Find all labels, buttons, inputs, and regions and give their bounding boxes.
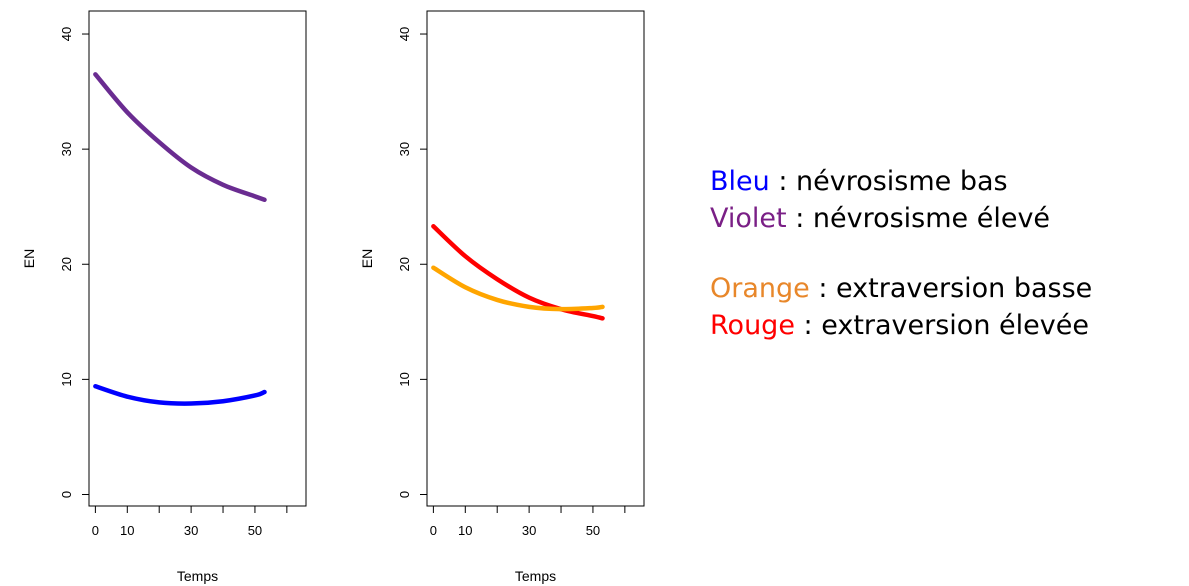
legend-item-orange: Orange : extraversion basse bbox=[710, 270, 1092, 307]
x-axis-title: Temps bbox=[515, 568, 556, 584]
x-tick-label: 0 bbox=[92, 523, 99, 538]
legend-description: : extraversion élevée bbox=[794, 310, 1089, 341]
y-tick-label: 40 bbox=[397, 27, 412, 41]
x-tick-label: 10 bbox=[458, 523, 472, 538]
y-tick-label: 10 bbox=[59, 372, 74, 386]
series-line-1-0 bbox=[431, 224, 605, 321]
legend-description: : extraversion basse bbox=[809, 273, 1093, 304]
legend-spacer bbox=[710, 237, 1092, 270]
legend-item-blue: Bleu : névrosisme bas bbox=[710, 163, 1092, 200]
legend-description: : névrosisme bas bbox=[769, 166, 1008, 197]
legend-item-red: Rouge : extraversion élevée bbox=[710, 307, 1092, 344]
legend-color-word: Violet bbox=[710, 203, 787, 234]
plot-frame bbox=[88, 10, 307, 507]
legend-description: : névrosisme élevé bbox=[786, 203, 1051, 234]
y-tick-label: 0 bbox=[59, 491, 74, 498]
y-tick-label: 30 bbox=[59, 142, 74, 156]
series-line-1-1 bbox=[431, 265, 605, 312]
legend-color-word: Rouge bbox=[710, 310, 795, 341]
y-tick-label: 0 bbox=[397, 491, 412, 498]
x-tick-label: 30 bbox=[184, 523, 198, 538]
legend-color-word: Orange bbox=[710, 273, 810, 304]
y-tick-label: 10 bbox=[397, 372, 412, 386]
y-tick-label: 20 bbox=[59, 257, 74, 271]
series-line-0-1 bbox=[93, 384, 267, 406]
legend: Bleu : névrosisme bas Violet : névrosism… bbox=[710, 163, 1092, 344]
x-tick-label: 0 bbox=[430, 523, 437, 538]
x-tick-label: 10 bbox=[120, 523, 134, 538]
x-axis-title: Temps bbox=[177, 568, 218, 584]
series-line-0-0 bbox=[93, 72, 267, 203]
x-tick-label: 50 bbox=[586, 523, 600, 538]
y-axis-title: EN bbox=[21, 249, 37, 268]
plot-frame bbox=[426, 10, 645, 507]
y-tick-label: 20 bbox=[397, 257, 412, 271]
y-tick-label: 40 bbox=[59, 27, 74, 41]
x-tick-label: 50 bbox=[248, 523, 262, 538]
y-tick-label: 30 bbox=[397, 142, 412, 156]
y-axis-title: EN bbox=[359, 249, 375, 268]
legend-item-violet: Violet : névrosisme élevé bbox=[710, 200, 1092, 237]
legend-color-word: Bleu bbox=[710, 166, 770, 197]
x-tick-label: 30 bbox=[522, 523, 536, 538]
